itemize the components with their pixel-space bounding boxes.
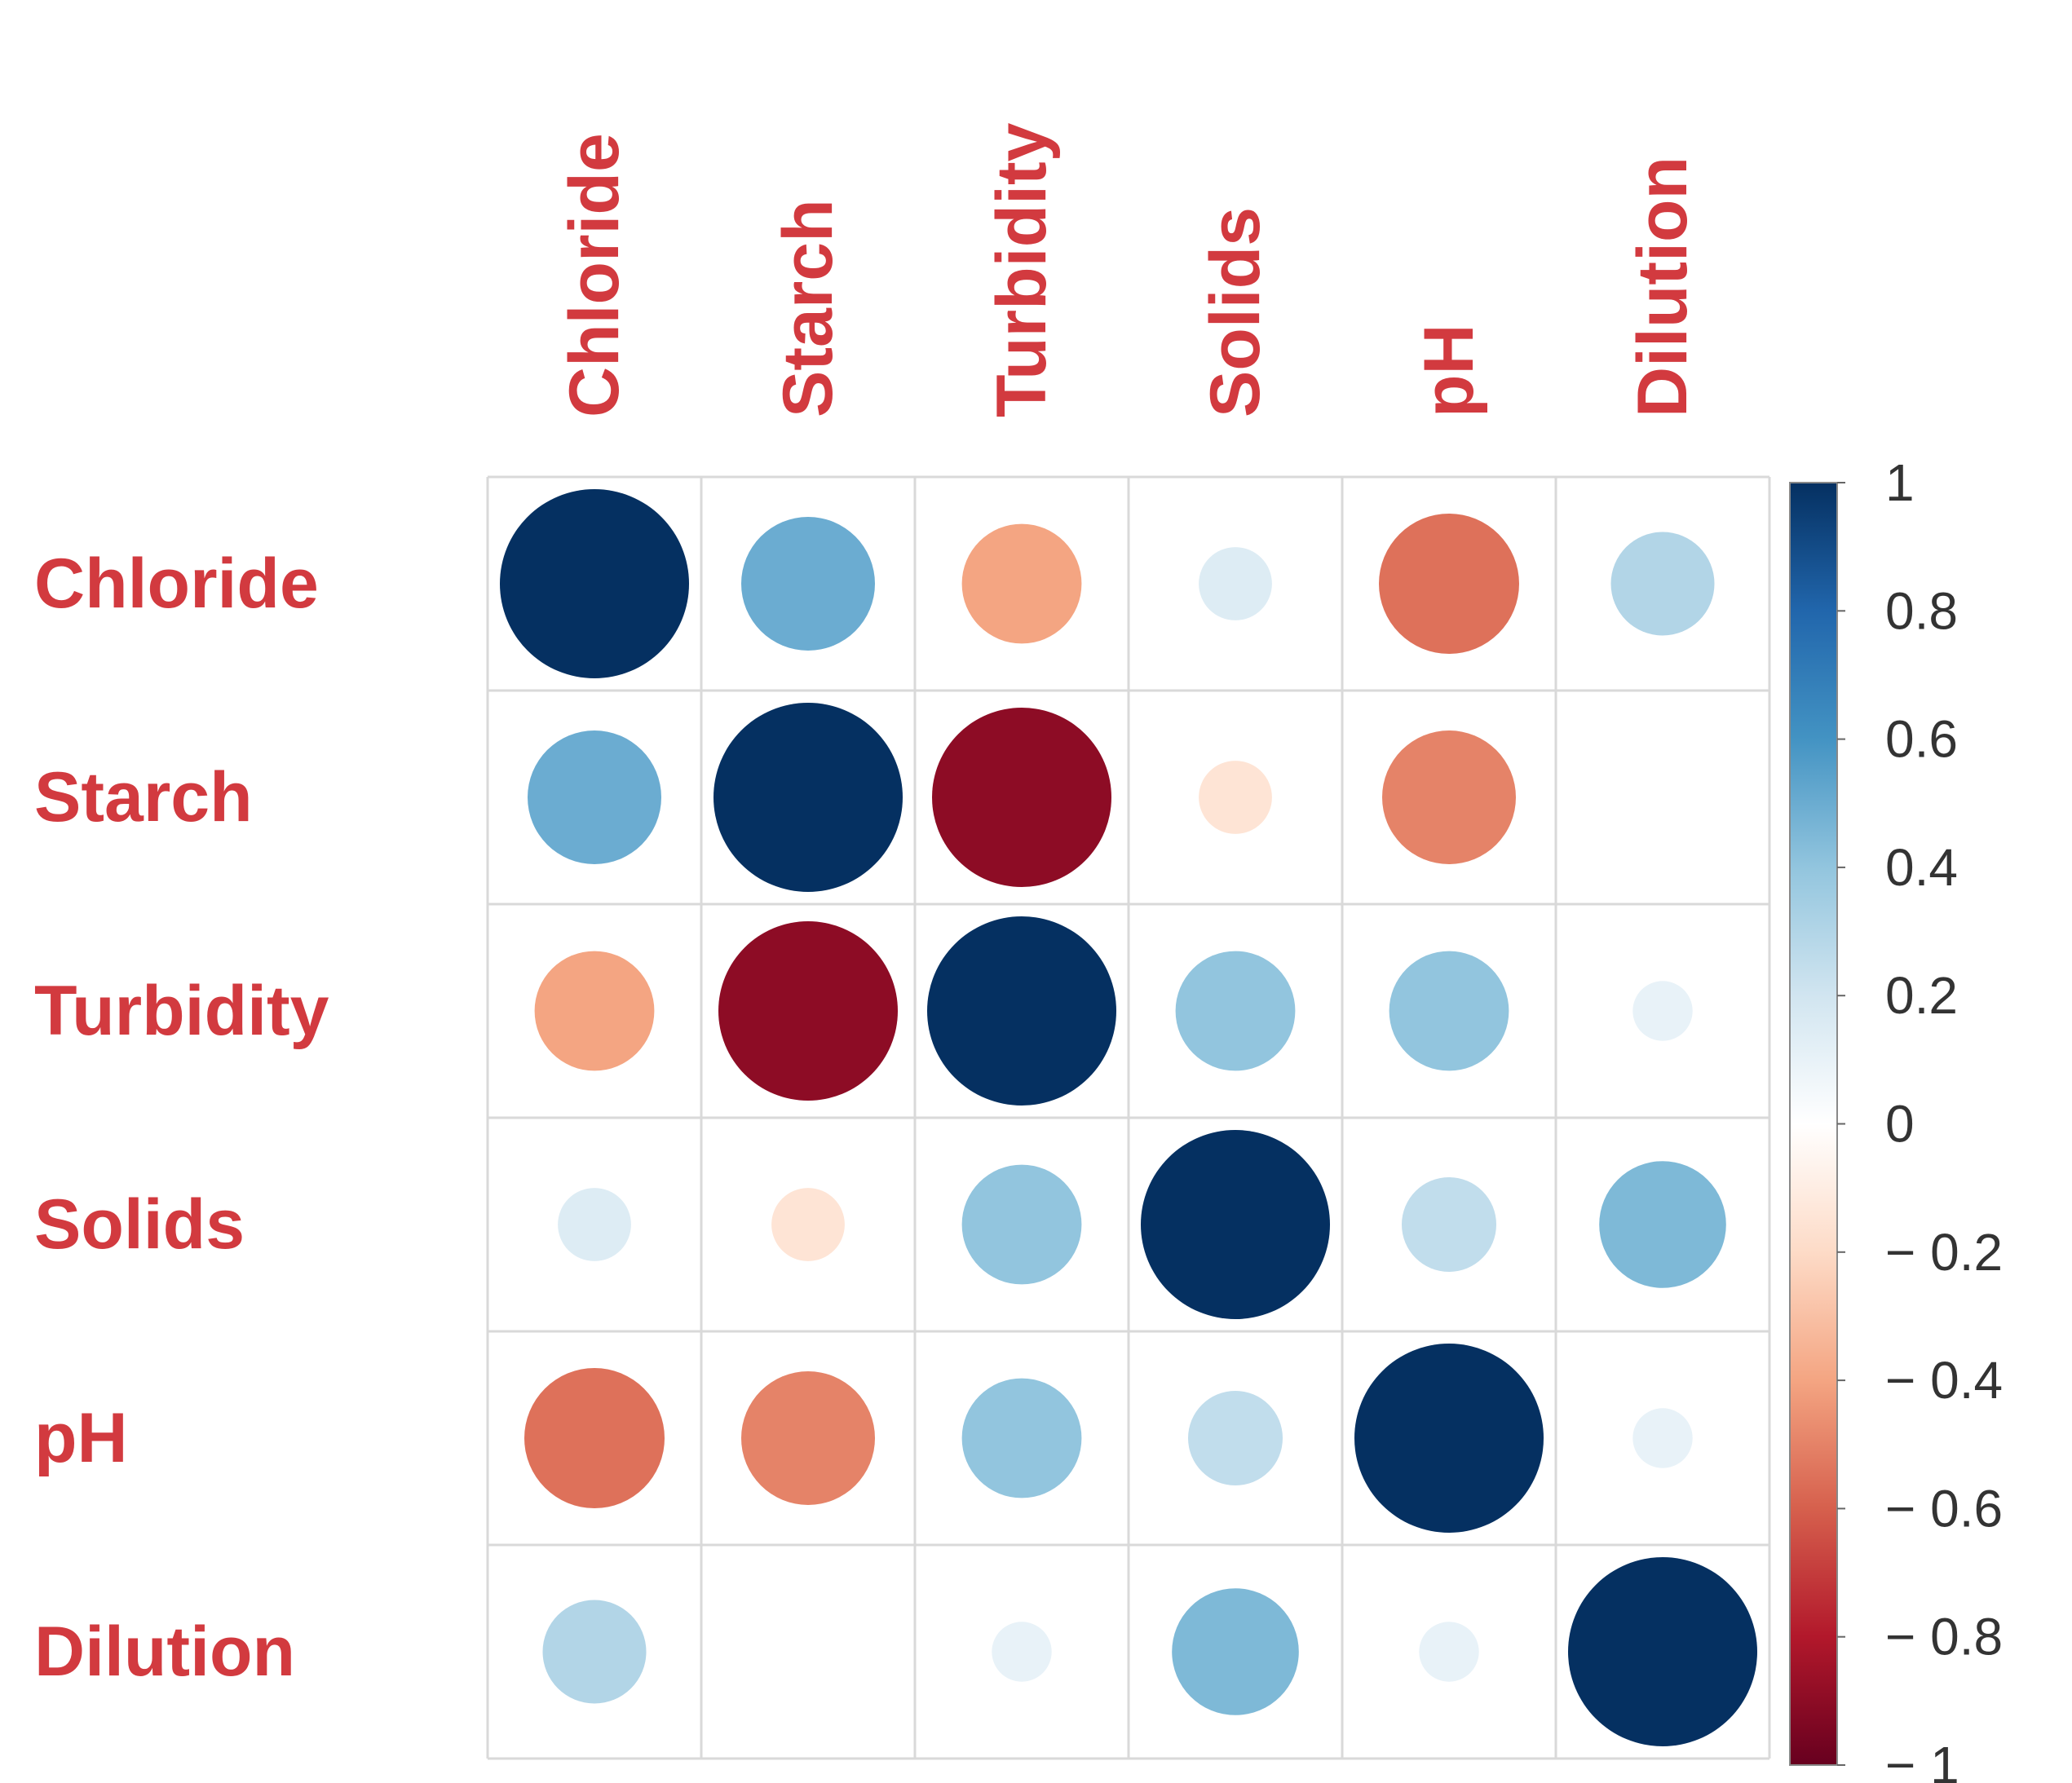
corr-circle-ph-chloride: [524, 1368, 665, 1508]
colorbar-tick-label: 1: [1885, 453, 1915, 512]
corr-circle-chloride-dilution: [1610, 532, 1715, 636]
colorbar-tick-label: − 1: [1885, 1736, 1959, 1783]
corr-circle-turbidity-solids: [1175, 951, 1296, 1071]
colorbar-tick-label: 0.8: [1885, 581, 1958, 640]
colorbar-tick-label: 0.2: [1885, 966, 1958, 1025]
corr-circle-dilution-ph: [1419, 1622, 1479, 1682]
row-label-turbidity: Turbidity: [34, 972, 329, 1050]
correlation-circles: [500, 489, 1757, 1746]
corr-circle-solids-starch: [771, 1188, 845, 1261]
colorbar-tick-label: − 0.4: [1885, 1351, 2003, 1410]
corr-circle-solids-chloride: [558, 1188, 631, 1261]
corr-circle-solids-ph: [1402, 1177, 1496, 1272]
corr-circle-ph-starch: [741, 1371, 875, 1505]
grid: [486, 475, 1771, 1760]
colorbar-gradient: [1789, 482, 1838, 1766]
column-label-solids: Solids: [1196, 207, 1275, 417]
corr-circle-starch-solids: [1199, 761, 1272, 834]
colorbar-tick-label: − 0.6: [1885, 1479, 2003, 1538]
corr-circle-starch-starch: [713, 703, 903, 892]
column-label-turbidity: Turbidity: [983, 122, 1061, 417]
column-label-ph: pH: [1410, 324, 1488, 417]
corr-circle-chloride-chloride: [500, 489, 689, 678]
corr-circle-starch-ph: [1382, 730, 1516, 864]
corr-circle-starch-turbidity: [932, 708, 1111, 887]
corr-circle-turbidity-turbidity: [927, 916, 1116, 1106]
column-label-starch: Starch: [769, 199, 847, 417]
colorbar: 1 0.8 0.6 0.4 0.2 0 − 0.2 − 0.4 − 0.6 − 0.8 − 1: [1789, 453, 2003, 1783]
corr-circle-turbidity-chloride: [534, 951, 655, 1071]
corr-circle-ph-solids: [1188, 1391, 1283, 1485]
column-labels: Chloride Starch Turbidity Solids pH Dilution: [555, 122, 1702, 417]
row-labels: Chloride Starch Turbidity Solids pH Dilution: [34, 545, 329, 1691]
row-label-dilution: Dilution: [34, 1613, 295, 1691]
corr-circle-chloride-solids: [1199, 547, 1272, 620]
corr-circle-solids-dilution: [1599, 1161, 1726, 1288]
corr-circle-ph-ph: [1354, 1344, 1544, 1533]
colorbar-tick-label: 0.6: [1885, 710, 1958, 769]
corr-circle-chloride-turbidity: [961, 523, 1082, 644]
corr-circle-ph-dilution: [1632, 1408, 1693, 1468]
corr-circle-dilution-turbidity: [992, 1622, 1052, 1682]
corr-circle-turbidity-ph: [1389, 951, 1509, 1071]
corr-circle-dilution-chloride: [542, 1600, 647, 1704]
corr-circle-solids-solids: [1141, 1130, 1330, 1319]
row-label-starch: Starch: [34, 758, 253, 836]
corr-circle-dilution-solids: [1172, 1588, 1299, 1715]
colorbar-tick-label: 0.4: [1885, 838, 1958, 897]
corr-circle-dilution-dilution: [1568, 1557, 1757, 1746]
column-label-dilution: Dilution: [1624, 157, 1702, 417]
colorbar-tick-label: − 0.8: [1885, 1608, 2003, 1666]
corr-circle-ph-turbidity: [961, 1378, 1082, 1498]
corr-circle-turbidity-starch: [718, 921, 898, 1101]
row-label-chloride: Chloride: [34, 545, 319, 623]
corr-circle-chloride-starch: [741, 517, 875, 651]
corr-circle-turbidity-dilution: [1632, 981, 1693, 1041]
colorbar-tick-label: 0: [1885, 1095, 1915, 1154]
row-label-ph: pH: [34, 1399, 128, 1477]
column-label-chloride: Chloride: [555, 133, 634, 417]
row-label-solids: Solids: [34, 1185, 245, 1264]
colorbar-tick-label: − 0.2: [1885, 1223, 2003, 1282]
corr-circle-starch-chloride: [528, 730, 661, 864]
corr-circle-chloride-ph: [1379, 514, 1519, 654]
corr-circle-solids-turbidity: [961, 1164, 1082, 1285]
